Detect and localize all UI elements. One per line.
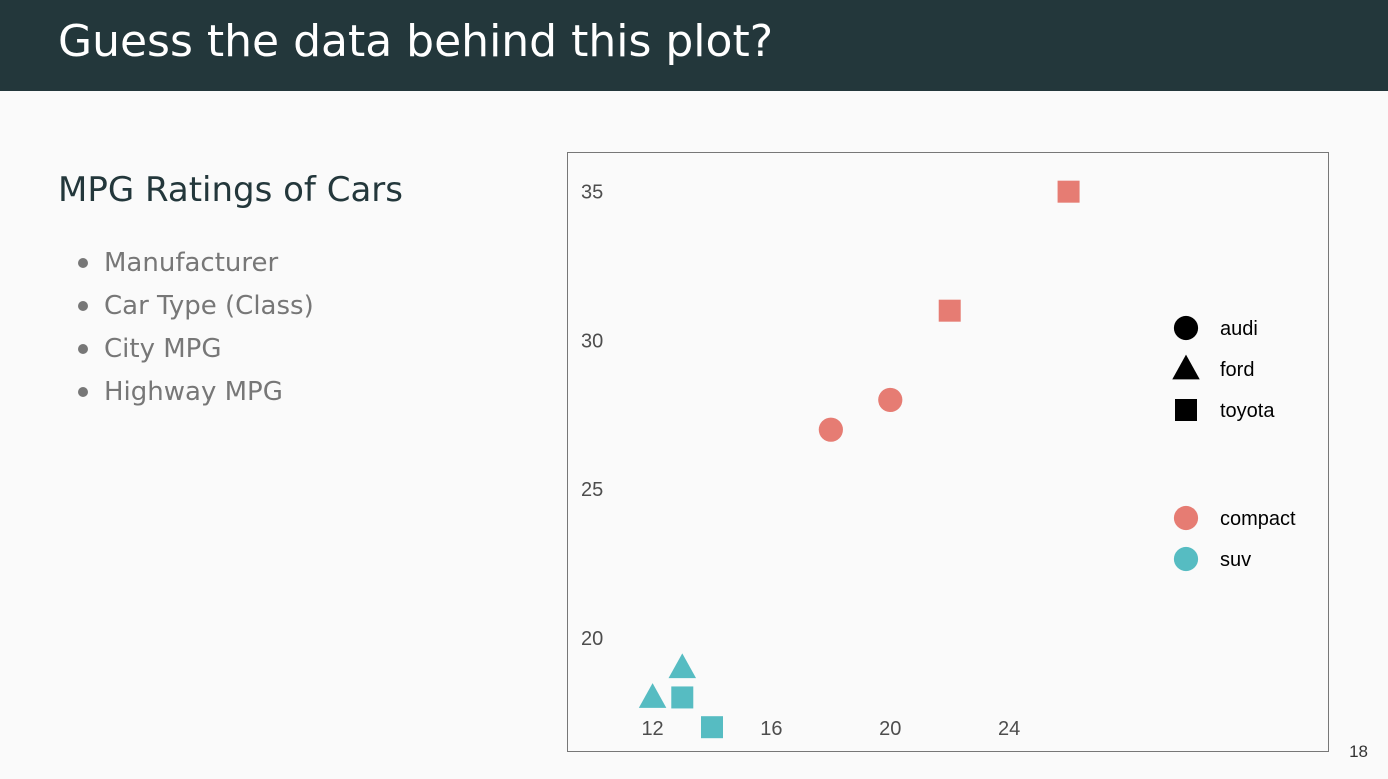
legend-label-suv: suv — [1220, 549, 1251, 571]
slide-subtitle: MPG Ratings of Cars — [58, 170, 403, 210]
scatter-plot: 12 16 20 24 20 25 30 35 audi ford toyota compact suv — [581, 180, 1296, 740]
y-tick-label: 20 — [581, 628, 603, 650]
x-tick-label: 24 — [998, 718, 1020, 740]
scatter-plot-frame: 12 16 20 24 20 25 30 35 audi ford toyota compact suv — [567, 152, 1329, 752]
legend-label-ford: ford — [1220, 359, 1254, 381]
data-point-toyota-suv — [701, 716, 723, 739]
y-tick-label: 35 — [581, 182, 603, 204]
x-tick-label: 20 — [879, 718, 901, 740]
data-point-toyota-compact — [938, 299, 961, 322]
bullet-text: City MPG — [104, 334, 222, 364]
bullet-item: Highway MPG — [58, 371, 314, 414]
y-tick-label: 25 — [581, 479, 603, 501]
legend-key-audi — [1173, 315, 1199, 341]
bullet-text: Highway MPG — [104, 377, 283, 407]
y-tick-label: 30 — [581, 330, 603, 352]
data-point-ford-suv — [668, 653, 697, 679]
title-bar: Guess the data behind this plot? — [0, 0, 1388, 91]
data-point-audi-compact — [818, 417, 843, 442]
data-point-ford-suv — [638, 683, 667, 708]
data-point-audi-compact — [878, 387, 903, 413]
bullet-item: Manufacturer — [58, 242, 314, 285]
legend-label-audi: audi — [1220, 318, 1258, 340]
legend-key-toyota — [1175, 399, 1197, 421]
x-tick-label: 16 — [760, 718, 782, 740]
legend-label-compact: compact — [1220, 508, 1296, 530]
bullet-item: Car Type (Class) — [58, 285, 314, 328]
data-point-toyota-compact — [1057, 180, 1080, 203]
bullet-dot — [78, 344, 88, 354]
bullet-dot — [78, 387, 88, 397]
legend-label-toyota: toyota — [1220, 400, 1275, 422]
bullet-text: Manufacturer — [104, 248, 279, 278]
data-point-toyota-suv — [671, 686, 694, 709]
x-tick-label: 12 — [641, 718, 663, 740]
bullet-item: City MPG — [58, 328, 314, 371]
bullet-list: Manufacturer Car Type (Class) City MPG H… — [58, 242, 314, 414]
bullet-dot — [78, 258, 88, 268]
legend-key-ford — [1172, 354, 1200, 380]
page-number: 18 — [1349, 742, 1368, 761]
bullet-text: Car Type (Class) — [104, 291, 314, 321]
bullet-dot — [78, 301, 88, 311]
slide-title: Guess the data behind this plot? — [58, 16, 774, 67]
legend-key-suv — [1173, 546, 1199, 572]
legend-key-compact — [1173, 505, 1199, 531]
